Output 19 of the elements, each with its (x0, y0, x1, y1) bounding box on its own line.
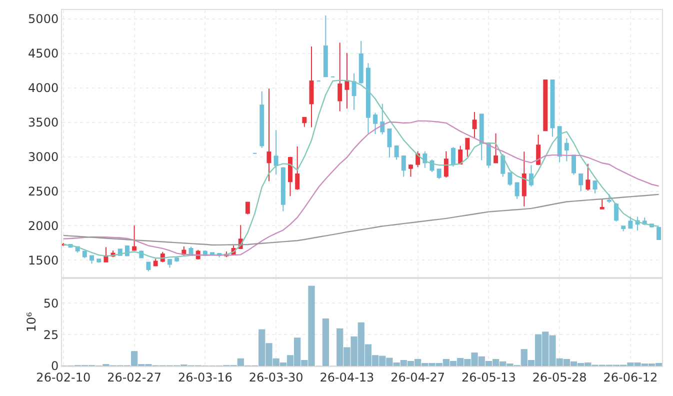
y-tick-label: 3000 (28, 150, 59, 164)
x-tick-label: 26-04-27 (390, 370, 446, 384)
y-tick-label: 2000 (28, 218, 59, 233)
y-tick-label: 4000 (28, 81, 59, 96)
x-tick-label: 26-02-27 (107, 370, 162, 384)
y-tick-label: 3500 (28, 116, 59, 130)
x-tick-label: 26-03-16 (178, 370, 232, 384)
x-tick-label: 26-06-12 (603, 370, 658, 384)
y-tick-label: 25 (43, 328, 59, 342)
y-tick-label: 4500 (28, 46, 59, 61)
x-tick-label: 26-05-13 (461, 370, 516, 384)
y-tick-label: 2500 (28, 184, 59, 198)
y-tick-label: 5000 (28, 12, 59, 26)
y-axis-title: 10⁶ (24, 312, 39, 332)
x-tick-label: 26-05-28 (532, 370, 587, 384)
y-tick-label: 1500 (28, 253, 59, 268)
x-tick-label: 26-03-30 (248, 370, 304, 384)
y-tick-label: 50 (43, 296, 59, 310)
x-tick-label: 26-04-13 (320, 370, 374, 384)
